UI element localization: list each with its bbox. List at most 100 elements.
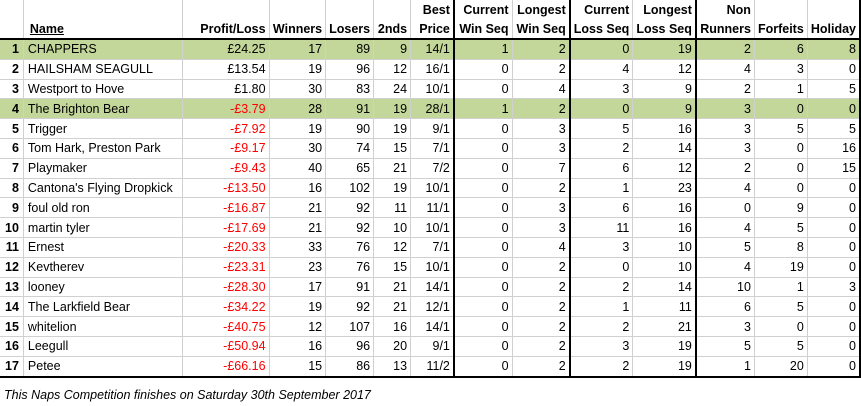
header-non-runners: Non [694, 0, 755, 19]
cell-current-loss-seq: 1 [568, 178, 634, 199]
cell-forfeits: 19 [754, 257, 808, 278]
cell-forfeits: 20 [754, 356, 808, 378]
cell-holiday: 15 [807, 158, 861, 179]
cell-non-runners: 5 [694, 336, 755, 357]
cell-holiday: 8 [807, 37, 861, 60]
cell-best-price: 28/1 [410, 98, 455, 120]
cell-longest-loss-seq: 12 [632, 158, 697, 179]
cell-name: The Brighton Bear [23, 98, 184, 120]
cell-longest-loss-seq: 19 [632, 336, 697, 357]
table-row: 15 whitelion -£40.75 12 107 16 14/1 0 2 2 21 3 0 0 [0, 316, 861, 337]
cell-seconds: 21 [373, 277, 412, 298]
cell-forfeits: 0 [754, 138, 808, 159]
cell-best-price: 16/1 [410, 59, 455, 80]
cell-holiday: 16 [807, 138, 861, 159]
header-non-runners: Runners [694, 19, 755, 40]
cell-profit-loss: -£13.50 [182, 178, 270, 199]
cell-profit-loss: -£3.79 [182, 98, 270, 120]
cell-longest-loss-seq: 11 [632, 296, 697, 318]
cell-current-loss-seq: 1 [568, 296, 634, 318]
cell-profit-loss: -£20.33 [182, 237, 270, 258]
cell-name: looney [23, 277, 184, 298]
table-row: 12 Kevtherev -£23.31 23 76 15 10/1 0 2 0 10 4 19 0 [0, 257, 861, 278]
cell-holiday: 0 [807, 217, 861, 238]
cell-name: Tom Hark, Preston Park [23, 138, 184, 159]
cell-longest-loss-seq: 14 [632, 138, 697, 159]
cell-holiday: 0 [807, 197, 861, 219]
cell-profit-loss: -£9.43 [182, 158, 270, 179]
cell-rank: 6 [0, 138, 24, 159]
cell-seconds: 13 [373, 356, 412, 378]
cell-longest-loss-seq: 9 [632, 79, 697, 100]
cell-losers: 102 [325, 178, 375, 199]
cell-rank: 14 [0, 296, 24, 318]
cell-current-loss-seq: 5 [568, 118, 634, 139]
cell-longest-loss-seq: 12 [632, 59, 697, 80]
cell-best-price: 10/1 [410, 257, 455, 278]
cell-forfeits: 5 [754, 217, 808, 238]
cell-non-runners: 4 [694, 59, 755, 80]
cell-longest-win-seq: 2 [512, 37, 571, 60]
cell-forfeits: 8 [754, 237, 808, 258]
cell-winners: 21 [269, 217, 327, 238]
header-rank [0, 19, 24, 40]
cell-current-loss-seq: 0 [568, 37, 634, 60]
cell-longest-win-seq: 2 [512, 178, 571, 199]
table-row: 10 martin tyler -£17.69 21 92 10 10/1 0 3 11 16 4 5 0 [0, 217, 861, 238]
table-row: 4 The Brighton Bear -£3.79 28 91 19 28/1 1 2 0 9 3 0… [0, 98, 861, 120]
cell-profit-loss: -£66.16 [182, 356, 270, 378]
cell-longest-loss-seq: 19 [632, 356, 697, 378]
cell-holiday: 0 [807, 336, 861, 357]
cell-profit-loss: -£7.92 [182, 118, 270, 139]
cell-forfeits: 0 [754, 316, 808, 337]
table-row: 2 HAILSHAM SEAGULL £13.54 19 96 12 16/1 0 2 4 12 4 3… [0, 59, 861, 80]
cell-current-loss-seq: 11 [568, 217, 634, 238]
cell-holiday: 0 [807, 356, 861, 378]
cell-losers: 91 [325, 98, 375, 120]
table-row: 5 Trigger -£7.92 19 90 19 9/1 0 3 5 16 3 5 5 [0, 118, 861, 139]
cell-current-win-seq: 0 [452, 257, 513, 278]
cell-winners: 33 [269, 237, 327, 258]
cell-rank: 16 [0, 336, 24, 357]
cell-name: HAILSHAM SEAGULL [23, 59, 184, 80]
cell-non-runners: 10 [694, 277, 755, 298]
cell-seconds: 12 [373, 237, 412, 258]
cell-winners: 28 [269, 98, 327, 120]
cell-seconds: 16 [373, 316, 412, 337]
cell-non-runners: 4 [694, 217, 755, 238]
cell-current-loss-seq: 2 [568, 277, 634, 298]
cell-forfeits: 1 [754, 79, 808, 100]
cell-current-win-seq: 0 [452, 237, 513, 258]
cell-longest-loss-seq: 23 [632, 178, 697, 199]
cell-best-price: 9/1 [410, 118, 455, 139]
cell-name: Westport to Hove [23, 79, 184, 100]
cell-current-loss-seq: 2 [568, 138, 634, 159]
cell-holiday: 0 [807, 178, 861, 199]
table-row: 17 Petee -£66.16 15 86 13 11/2 0 2 2 19 1 20 0 [0, 356, 861, 378]
cell-current-win-seq: 1 [452, 98, 513, 120]
cell-holiday: 5 [807, 118, 861, 139]
header-forfeits [754, 0, 808, 19]
cell-seconds: 9 [373, 37, 412, 60]
cell-current-win-seq: 0 [452, 178, 513, 199]
cell-longest-win-seq: 4 [512, 79, 571, 100]
cell-forfeits: 0 [754, 158, 808, 179]
cell-profit-loss: -£9.17 [182, 138, 270, 159]
table-row: 3 Westport to Hove £1.80 30 83 24 10/1 0 4 3 9 2 1 5 [0, 79, 861, 100]
header-winners [269, 0, 327, 19]
cell-longest-win-seq: 2 [512, 59, 571, 80]
cell-forfeits: 5 [754, 336, 808, 357]
cell-winners: 15 [269, 356, 327, 378]
cell-profit-loss: -£40.75 [182, 316, 270, 337]
cell-forfeits: 0 [754, 98, 808, 120]
header-losers [325, 0, 375, 19]
cell-winners: 17 [269, 37, 327, 60]
header-profit-loss: Profit/Loss [182, 19, 270, 40]
header-current-loss-seq: Current [568, 0, 634, 19]
cell-forfeits: 5 [754, 118, 808, 139]
cell-profit-loss: £24.25 [182, 37, 270, 60]
cell-profit-loss: -£28.30 [182, 277, 270, 298]
cell-non-runners: 0 [694, 197, 755, 219]
header-holiday: Holiday [807, 19, 861, 40]
cell-current-loss-seq: 0 [568, 257, 634, 278]
